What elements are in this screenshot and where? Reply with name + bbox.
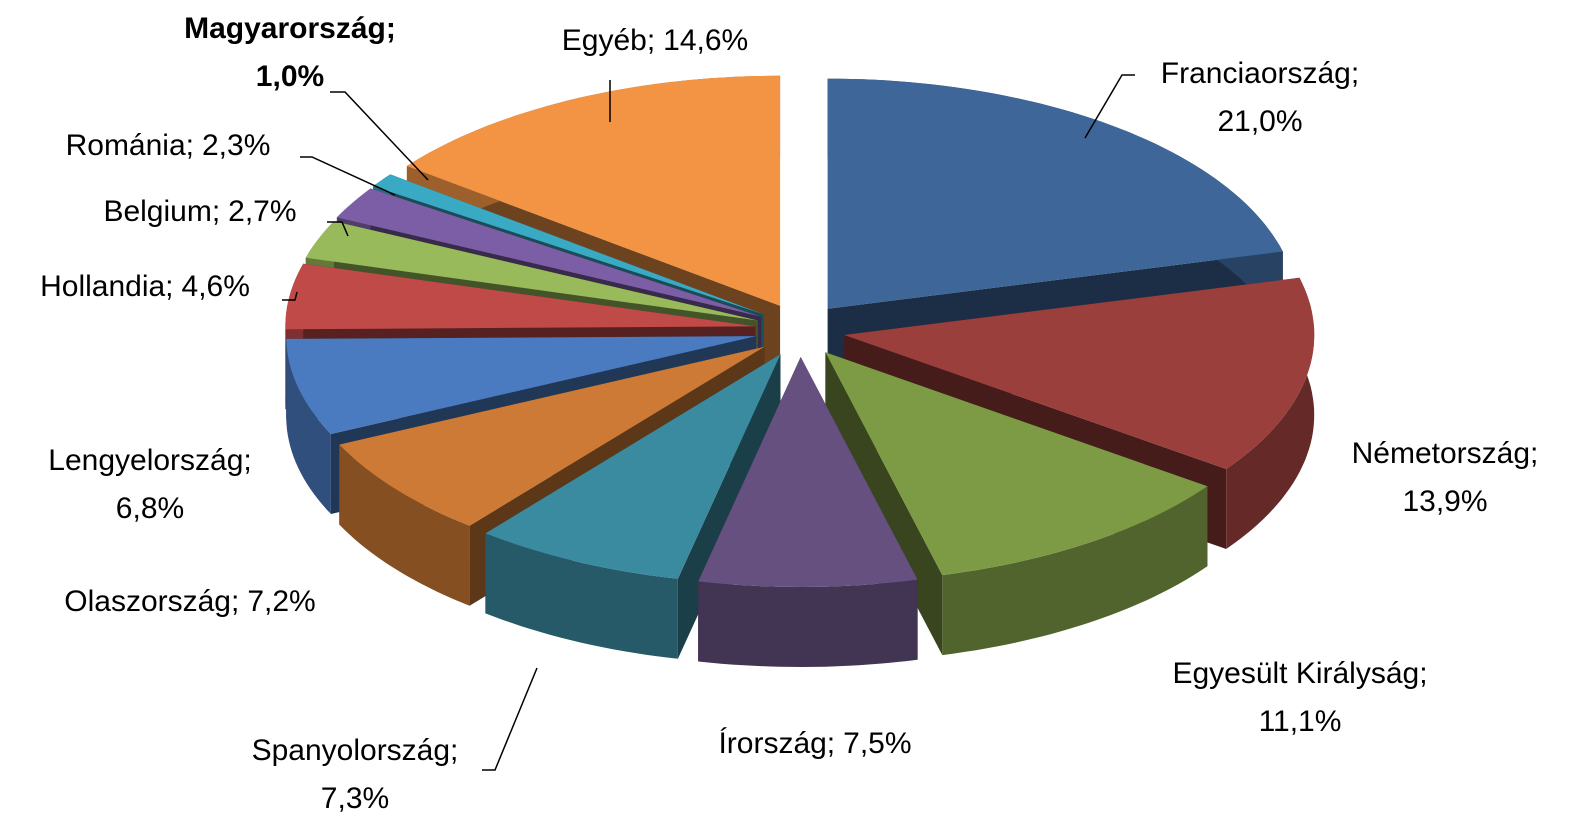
data-label: Románia; 2,3% — [66, 129, 271, 162]
slice-wall — [942, 486, 1208, 656]
slice — [698, 357, 918, 667]
slice-top — [286, 336, 757, 434]
leader-line — [300, 156, 396, 196]
data-label: Egyesült Királyság; 11,1% — [1172, 657, 1427, 738]
label-category: Egyéb; — [562, 24, 655, 57]
data-label: Magyarország; 1,0% — [184, 12, 396, 93]
label-category: Németország; — [1352, 437, 1539, 470]
slice-top — [698, 357, 918, 587]
label-value: 1,0% — [256, 60, 324, 93]
slice-top — [825, 352, 1208, 576]
slice-top — [305, 221, 758, 321]
slice-top — [339, 346, 765, 526]
label-category: Spanyolország; — [252, 734, 459, 767]
slice-top — [285, 263, 756, 330]
data-label: Lengyelország; 6,8% — [48, 444, 251, 525]
label-category: Olaszország; — [64, 585, 239, 618]
label-value: 7,5% — [843, 727, 911, 760]
leader-line — [282, 291, 298, 301]
slice-wall — [485, 533, 678, 659]
label-value: 4,6% — [182, 270, 250, 303]
label-category: Belgium; — [103, 195, 220, 228]
label-value: 2,7% — [228, 195, 296, 228]
label-category: Egyesült Királyság; — [1172, 657, 1427, 690]
leader-line — [327, 221, 349, 237]
label-category: Franciaország; — [1161, 57, 1359, 90]
slice-wall — [339, 444, 470, 606]
label-category: Románia; — [66, 129, 194, 162]
data-label: Belgium; 2,7% — [103, 195, 296, 228]
leader-line — [330, 91, 429, 181]
label-category: Írország; — [718, 727, 835, 760]
slice-top — [336, 188, 761, 317]
slice-top — [406, 75, 781, 306]
label-category: Magyarország; — [184, 12, 396, 45]
data-label: Írország; 7,5% — [718, 727, 911, 760]
slice-wall — [1226, 277, 1315, 549]
label-value: 7,3% — [321, 782, 389, 815]
slice-top — [373, 174, 764, 315]
leader-line — [1084, 74, 1135, 139]
slice — [485, 354, 781, 659]
label-value: 14,6% — [663, 24, 748, 57]
slice-wall — [698, 579, 918, 667]
label-value: 21,0% — [1217, 105, 1302, 138]
data-label: Olaszország; 7,2% — [64, 585, 315, 618]
label-value: 13,9% — [1402, 485, 1487, 518]
data-label: Hollandia; 4,6% — [40, 270, 250, 303]
label-category: Lengyelország; — [48, 444, 251, 477]
data-label: Egyéb; 14,6% — [562, 24, 748, 57]
label-category: Hollandia; — [40, 270, 173, 303]
data-label: Franciaország; 21,0% — [1161, 57, 1359, 138]
data-label: Spanyolország; 7,3% — [252, 734, 459, 815]
slice-top — [844, 277, 1315, 469]
label-value: 2,3% — [202, 129, 270, 162]
slice-top — [485, 354, 781, 579]
label-value: 6,8% — [116, 492, 184, 525]
data-label: Németország; 13,9% — [1352, 437, 1539, 518]
label-value: 11,1% — [1259, 705, 1342, 738]
slice-top — [827, 78, 1283, 309]
leader-line — [482, 667, 538, 771]
slice-wall — [286, 338, 331, 514]
label-value: 7,2% — [247, 585, 315, 618]
